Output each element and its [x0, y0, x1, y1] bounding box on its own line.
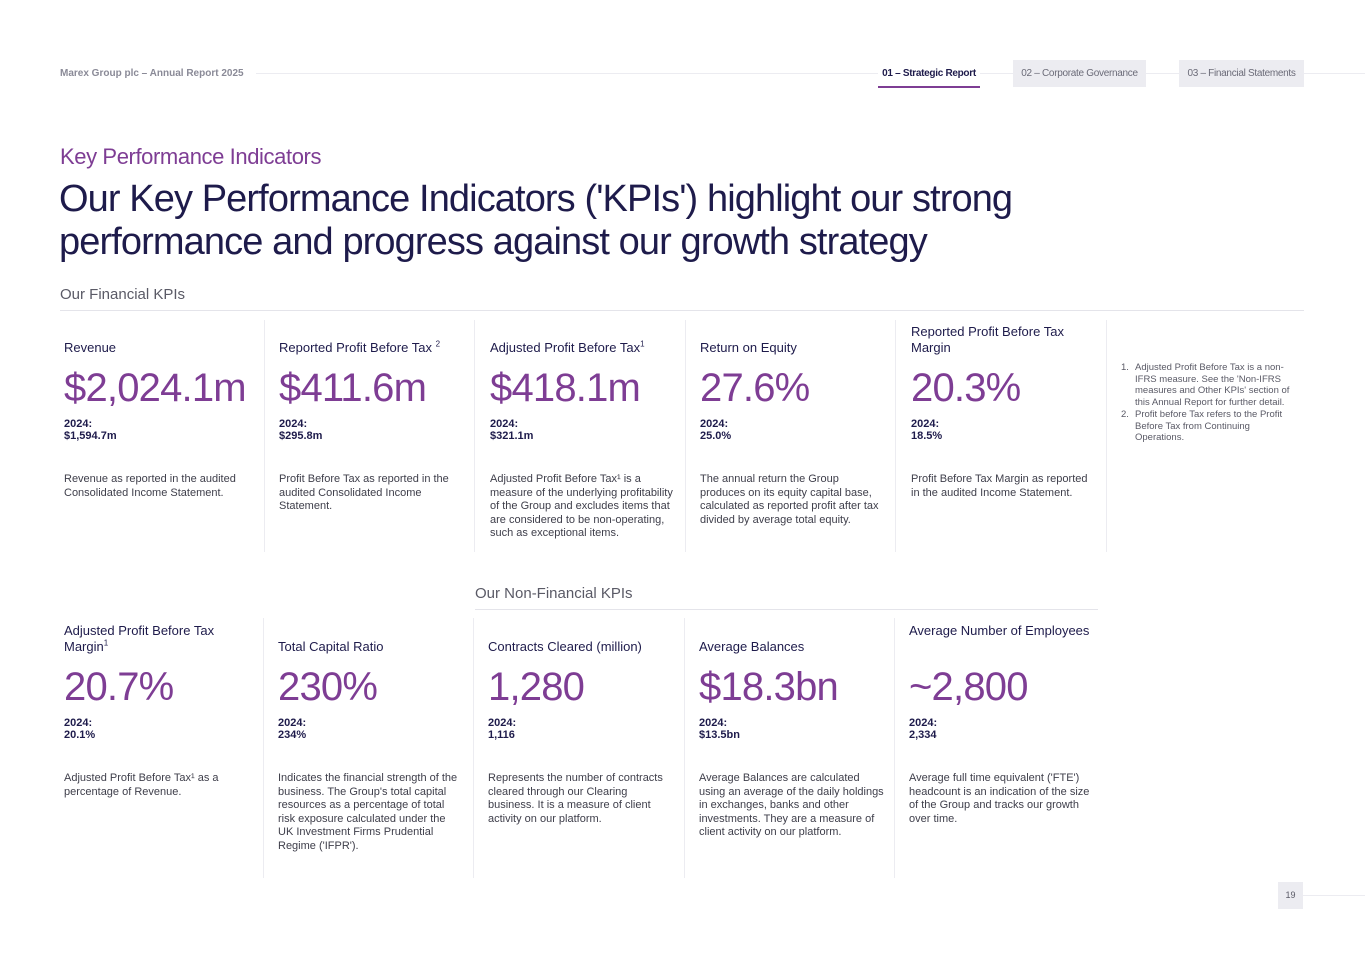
kpi-value: $18.3bn	[699, 665, 839, 709]
column-divider	[1106, 320, 1107, 552]
column-divider	[264, 320, 265, 552]
kpi-description: Indicates the financial strength of the …	[278, 772, 458, 852]
kpi-value: 1,280	[488, 665, 585, 709]
kpi-title: Adjusted Profit Before Tax1	[490, 339, 645, 355]
kpi-title: Total Capital Ratio	[278, 639, 384, 654]
kpi-value: $418.1m	[490, 366, 641, 410]
page-headline: Our Key Performance Indicators ('KPIs') …	[59, 178, 1013, 263]
footnote-ref: 1	[103, 638, 109, 648]
kpi-prior-year: 2024: $13.5bn	[699, 717, 740, 741]
kpi-value: 20.7%	[64, 665, 174, 709]
kpi-title: Return on Equity	[700, 340, 797, 355]
kpi-description: Adjusted Profit Before Tax¹ as a percent…	[64, 772, 219, 798]
footnote-ref: 2	[435, 339, 441, 349]
kpi-prior-year: 2024: $295.8m	[279, 418, 323, 442]
kpi-prior-year: 2024: $321.1m	[490, 418, 534, 442]
tab-corporate-governance[interactable]: 02 – Corporate Governance	[1013, 60, 1146, 87]
kpi-prior-year: 2024: 18.5%	[911, 418, 943, 442]
kpi-value: $2,024.1m	[64, 366, 247, 410]
kpi-prior-year: 2024: 2,334	[909, 717, 938, 741]
kpi-value: 27.6%	[700, 366, 810, 410]
financial-kpis-rule	[60, 310, 1304, 311]
kpi-description: Profit Before Tax as reported in the aud…	[279, 473, 449, 513]
kpi-description: The annual return the Group produces on …	[700, 473, 879, 526]
column-divider	[473, 618, 474, 878]
non-financial-kpis-heading: Our Non-Financial KPIs	[475, 585, 633, 602]
column-divider	[685, 320, 686, 552]
footnote-item: 1. Adjusted Profit Before Tax is a non-IF…	[1121, 362, 1290, 408]
footnote-item: 2. Profit before Tax refers to the Profit…	[1121, 409, 1283, 443]
non-financial-kpis-rule	[475, 609, 1098, 610]
kpi-description: Profit Before Tax Margin as reported in …	[911, 473, 1088, 499]
footer-rule	[1303, 895, 1365, 896]
column-divider	[894, 618, 895, 878]
column-divider	[263, 618, 264, 878]
kpi-value: $411.6m	[279, 366, 427, 410]
kpi-prior-year: 2024: 1,116	[488, 717, 517, 741]
kpi-description: Revenue as reported in the audited Conso…	[64, 473, 236, 499]
kpi-prior-year: 2024: 25.0%	[700, 418, 732, 442]
kpi-title: Revenue	[64, 340, 117, 355]
kpi-value: 20.3%	[911, 366, 1021, 410]
kpi-description: Average Balances are calculated using an…	[699, 772, 884, 839]
kpi-prior-year: 2024: 234%	[278, 717, 307, 741]
kpi-title: Adjusted Profit Before Tax Margin1	[64, 623, 215, 654]
kpi-prior-year: 2024: $1,594.7m	[64, 418, 117, 442]
kpi-title: Reported Profit Before Tax Margin	[911, 324, 1064, 355]
footnotes: 1. Adjusted Profit Before Tax is a non-IF…	[1121, 362, 1296, 445]
footnote-ref: 1	[640, 339, 645, 349]
kpi-value: 230%	[278, 665, 378, 709]
report-title: Marex Group plc – Annual Report 2025	[60, 68, 244, 79]
column-divider	[684, 618, 685, 878]
column-divider	[474, 320, 475, 552]
kpi-title: Average Number of Employees	[909, 623, 1090, 638]
kpi-description: Average full time equivalent ('FTE') hea…	[909, 772, 1090, 825]
page-number: 19	[1278, 882, 1303, 909]
header-rule	[256, 73, 1365, 74]
financial-kpis-heading: Our Financial KPIs	[60, 286, 186, 303]
column-divider	[895, 320, 896, 552]
kpi-description: Adjusted Profit Before Tax¹ is a measure…	[490, 473, 673, 540]
section-label: Key Performance Indicators	[60, 144, 322, 169]
kpi-title: Contracts Cleared (million)	[488, 639, 642, 654]
tab-strategic-report[interactable]: 01 – Strategic Report	[878, 60, 980, 88]
tab-financial-statements[interactable]: 03 – Financial Statements	[1179, 60, 1304, 87]
kpi-title: Average Balances	[699, 639, 805, 654]
kpi-description: Represents the number of contracts clear…	[488, 772, 663, 825]
kpi-title: Reported Profit Before Tax 2	[279, 339, 441, 355]
kpi-prior-year: 2024: 20.1%	[64, 717, 96, 741]
kpi-value: ~2,800	[909, 665, 1028, 709]
